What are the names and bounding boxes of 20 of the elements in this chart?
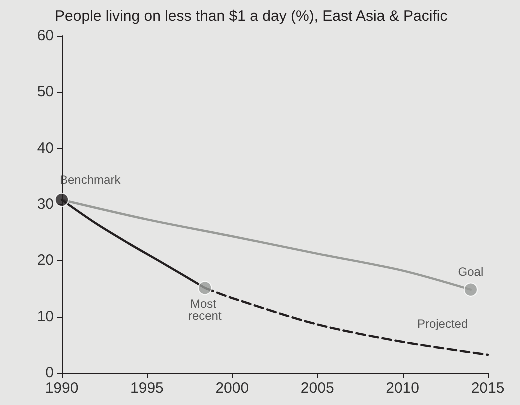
point xyxy=(464,282,478,297)
x-tick-label: 1995 xyxy=(130,380,164,397)
annotation: Goal xyxy=(458,264,484,279)
point xyxy=(198,281,212,296)
y-tick-label: 60 xyxy=(37,28,54,44)
y-tick-label: 20 xyxy=(37,252,54,270)
x-tick-label: 2010 xyxy=(386,380,420,397)
y-tick-label: 30 xyxy=(37,196,54,213)
x-tick-label: 2005 xyxy=(300,380,334,397)
y-tick-label: 0 xyxy=(46,364,54,382)
x-tick-label: 2015 xyxy=(471,380,505,397)
y-tick-label: 40 xyxy=(37,140,54,157)
chart-title: People living on less than $1 a day (%), East Asia & Pacific xyxy=(55,8,448,25)
point xyxy=(55,193,69,208)
x-tick-label: 2000 xyxy=(216,380,250,397)
annotation: Projected xyxy=(417,317,468,332)
y-tick-label: 50 xyxy=(37,84,54,101)
annotation: Most recent xyxy=(188,297,222,324)
x-tick-label: 1990 xyxy=(45,380,79,397)
y-tick-label: 10 xyxy=(37,308,54,326)
